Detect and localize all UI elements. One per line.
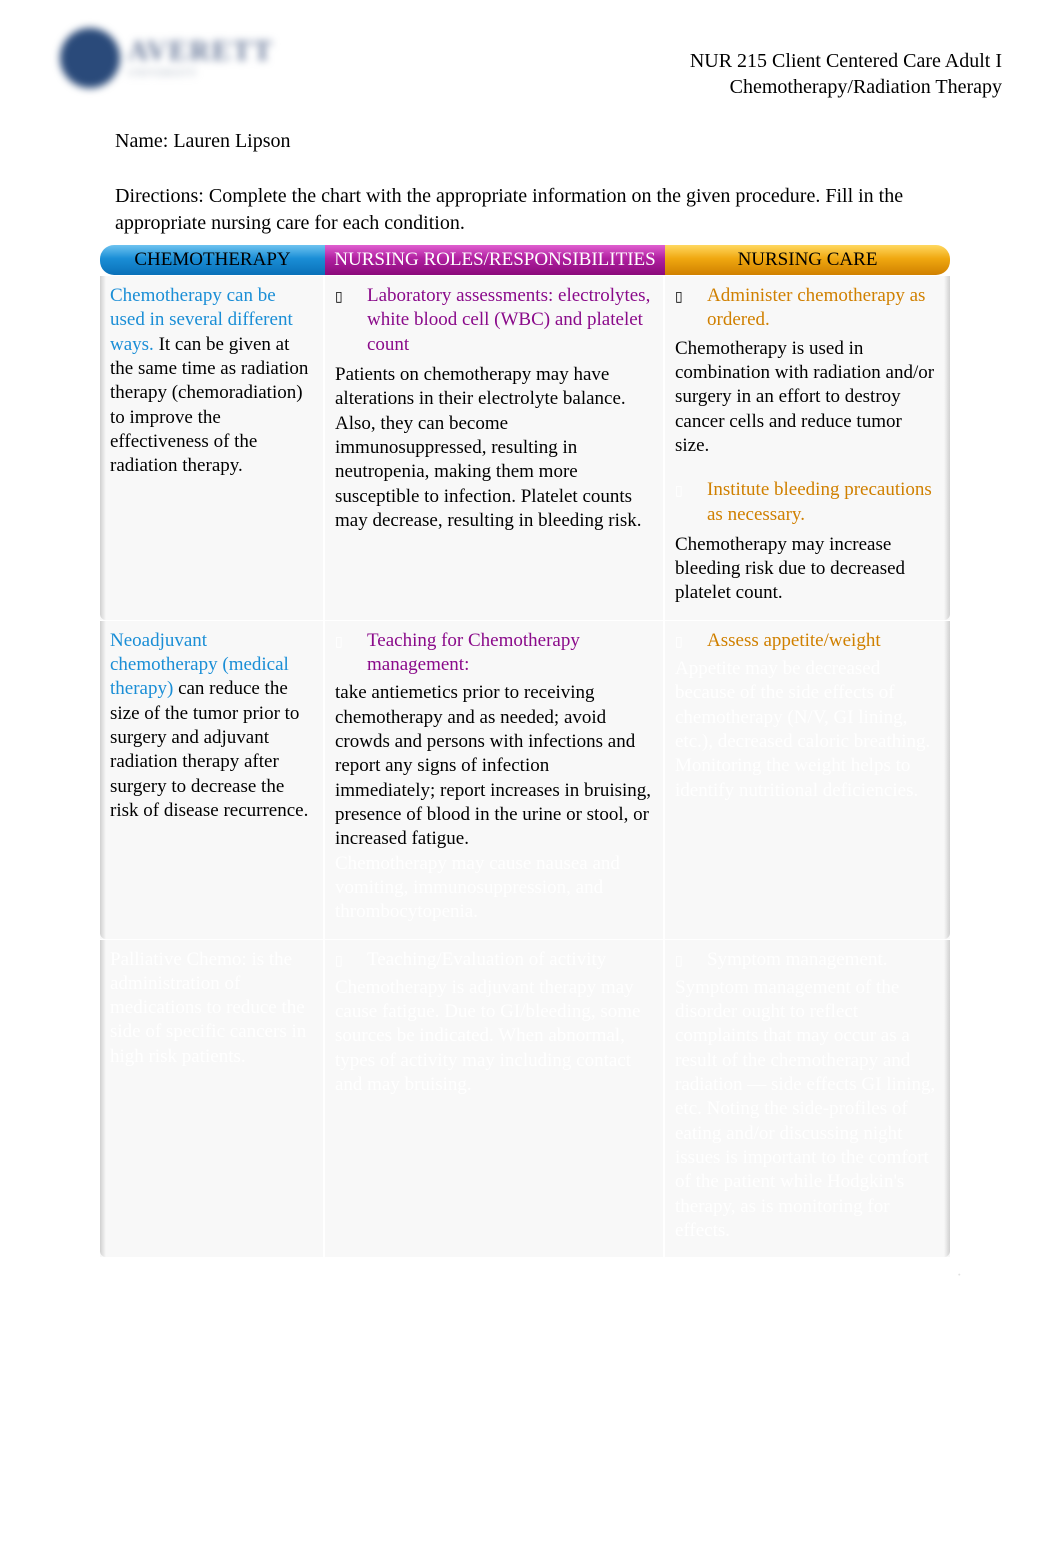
bullet-icon: ▯	[335, 284, 349, 306]
document-page: AVERETT UNIVERSITY NUR 215 Client Center…	[0, 0, 1062, 1325]
table-row: Palliative Chemo: is the administration …	[100, 939, 950, 1258]
cell-chemo-3: Palliative Chemo: is the administration …	[100, 940, 325, 1258]
cell-roles-1: ▯ Laboratory assessments: electrolytes, …	[325, 276, 665, 620]
bullet-icon: ▯	[335, 629, 349, 651]
bullet-item: ▯ Symptom management.	[675, 948, 940, 972]
roles-bullet-text: Laboratory assessments: electrolytes, wh…	[367, 284, 653, 357]
course-line-1: NUR 215 Client Centered Care Adult I	[690, 48, 1002, 74]
care-paragraph: Chemotherapy may increase bleeding risk …	[675, 533, 940, 606]
chemo-rest: It can be given at the same time as radi…	[110, 334, 308, 477]
col-header-chemotherapy: CHEMOTHERAPY	[100, 245, 325, 275]
bullet-item: ▯ Institute bleeding precautions as nece…	[675, 478, 940, 527]
name-label: Name:	[115, 130, 173, 152]
hidden-highlight: Palliative Chemo:	[110, 949, 247, 970]
hidden-bullet: Symptom management.	[707, 948, 940, 972]
cell-chemo-2: Neoadjuvant chemotherapy (medical therap…	[100, 621, 325, 939]
cell-chemo-1: Chemotherapy can be used in several diff…	[100, 276, 325, 620]
roles-paragraph: Patients on chemotherapy may have altera…	[335, 363, 653, 533]
logo-sub-text: UNIVERSITY	[128, 68, 274, 79]
hidden-text: Chemotherapy is adjuvant therapy may cau…	[335, 976, 653, 1098]
hidden-text: Appetite may be decreased because of the…	[675, 657, 940, 803]
cell-care-1: ▯ Administer chemotherapy as ordered. Ch…	[665, 276, 950, 620]
roles-paragraph: take antiemetics prior to receiving chem…	[335, 681, 653, 851]
bullet-icon: ▯	[675, 478, 689, 500]
bullet-icon: ▯	[675, 948, 689, 970]
logo-text: AVERETT UNIVERSITY	[128, 36, 274, 79]
table-row: Chemotherapy can be used in several diff…	[100, 275, 950, 620]
logo-main-text: AVERETT	[128, 36, 274, 68]
table-body: Chemotherapy can be used in several diff…	[100, 275, 950, 1257]
bullet-icon: ▯	[675, 629, 689, 651]
directions-text: Directions: Complete the chart with the …	[115, 183, 1002, 237]
care-bullet-text: Institute bleeding precautions as necess…	[707, 478, 940, 527]
care-paragraph: Chemotherapy is used in combination with…	[675, 337, 940, 459]
chart-table: CHEMOTHERAPY NURSING ROLES/RESPONSIBILIT…	[100, 245, 950, 1257]
cell-roles-2: ▯ Teaching for Chemotherapy management: …	[325, 621, 665, 939]
logo-mark	[60, 28, 120, 88]
chemo-rest: can reduce the size of the tumor prior t…	[110, 678, 308, 821]
hidden-text: Chemotherapy may cause nausea and vomiti…	[335, 852, 653, 925]
name-value: Lauren Lipson	[173, 130, 290, 152]
care-bullet-text: Administer chemotherapy as ordered.	[707, 284, 940, 333]
bullet-icon: ▯	[675, 284, 689, 306]
roles-bullet-text: Teaching for Chemotherapy management:	[367, 629, 653, 678]
bullet-item: ▯ Teaching/Evaluation of activity	[335, 948, 653, 972]
name-line: Name: Lauren Lipson	[115, 130, 1002, 153]
col-header-nursing-care: NURSING CARE	[665, 245, 950, 275]
table-row: Neoadjuvant chemotherapy (medical therap…	[100, 620, 950, 939]
col-header-nursing-roles: NURSING ROLES/RESPONSIBILITIES	[325, 245, 665, 275]
header: AVERETT UNIVERSITY NUR 215 Client Center…	[60, 20, 1002, 100]
footer-mark: ·	[60, 1257, 1002, 1285]
hidden-bullet: Teaching/Evaluation of activity	[367, 948, 653, 972]
table-header-row: CHEMOTHERAPY NURSING ROLES/RESPONSIBILIT…	[100, 245, 950, 275]
bullet-item: ▯ Administer chemotherapy as ordered.	[675, 284, 940, 333]
bullet-item: ▯ Laboratory assessments: electrolytes, …	[335, 284, 653, 357]
cell-roles-3: ▯ Teaching/Evaluation of activity Chemot…	[325, 940, 665, 1258]
hidden-text: Symptom management of the disorder ought…	[675, 976, 940, 1243]
bullet-item: ▯ Teaching for Chemotherapy management:	[335, 629, 653, 678]
cell-care-2: ▯ Assess appetite/weight Appetite may be…	[665, 621, 950, 939]
course-info: NUR 215 Client Centered Care Adult I Che…	[690, 20, 1002, 100]
care-bullet-text: Assess appetite/weight	[707, 629, 940, 653]
cell-care-3: ▯ Symptom management. Symptom management…	[665, 940, 950, 1258]
bullet-item: ▯ Assess appetite/weight	[675, 629, 940, 653]
institution-logo: AVERETT UNIVERSITY	[60, 20, 350, 95]
course-line-2: Chemotherapy/Radiation Therapy	[690, 74, 1002, 100]
bullet-icon: ▯	[335, 948, 349, 970]
